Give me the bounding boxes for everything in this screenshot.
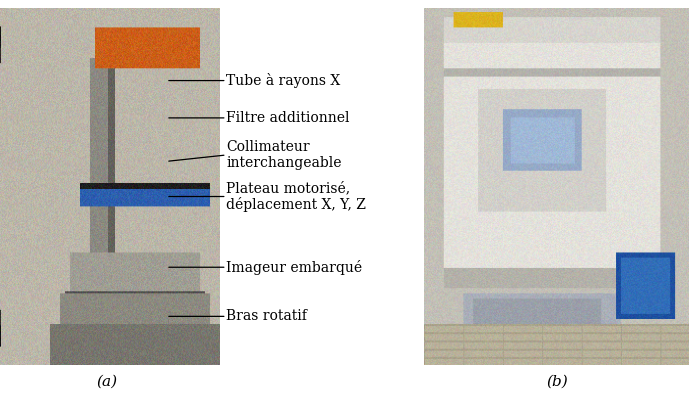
Text: (a): (a) — [96, 375, 117, 389]
Text: (b): (b) — [546, 375, 568, 389]
Text: Plateau motorisé,
déplacement X, Y, Z: Plateau motorisé, déplacement X, Y, Z — [226, 181, 366, 212]
Text: Imageur embarqué: Imageur embarqué — [226, 260, 362, 275]
Text: Filtre additionnel: Filtre additionnel — [226, 111, 349, 125]
Text: Collimateur
interchangeable: Collimateur interchangeable — [226, 140, 342, 170]
Text: Bras rotatif: Bras rotatif — [226, 309, 307, 323]
Text: Tube à rayons X: Tube à rayons X — [226, 73, 340, 88]
